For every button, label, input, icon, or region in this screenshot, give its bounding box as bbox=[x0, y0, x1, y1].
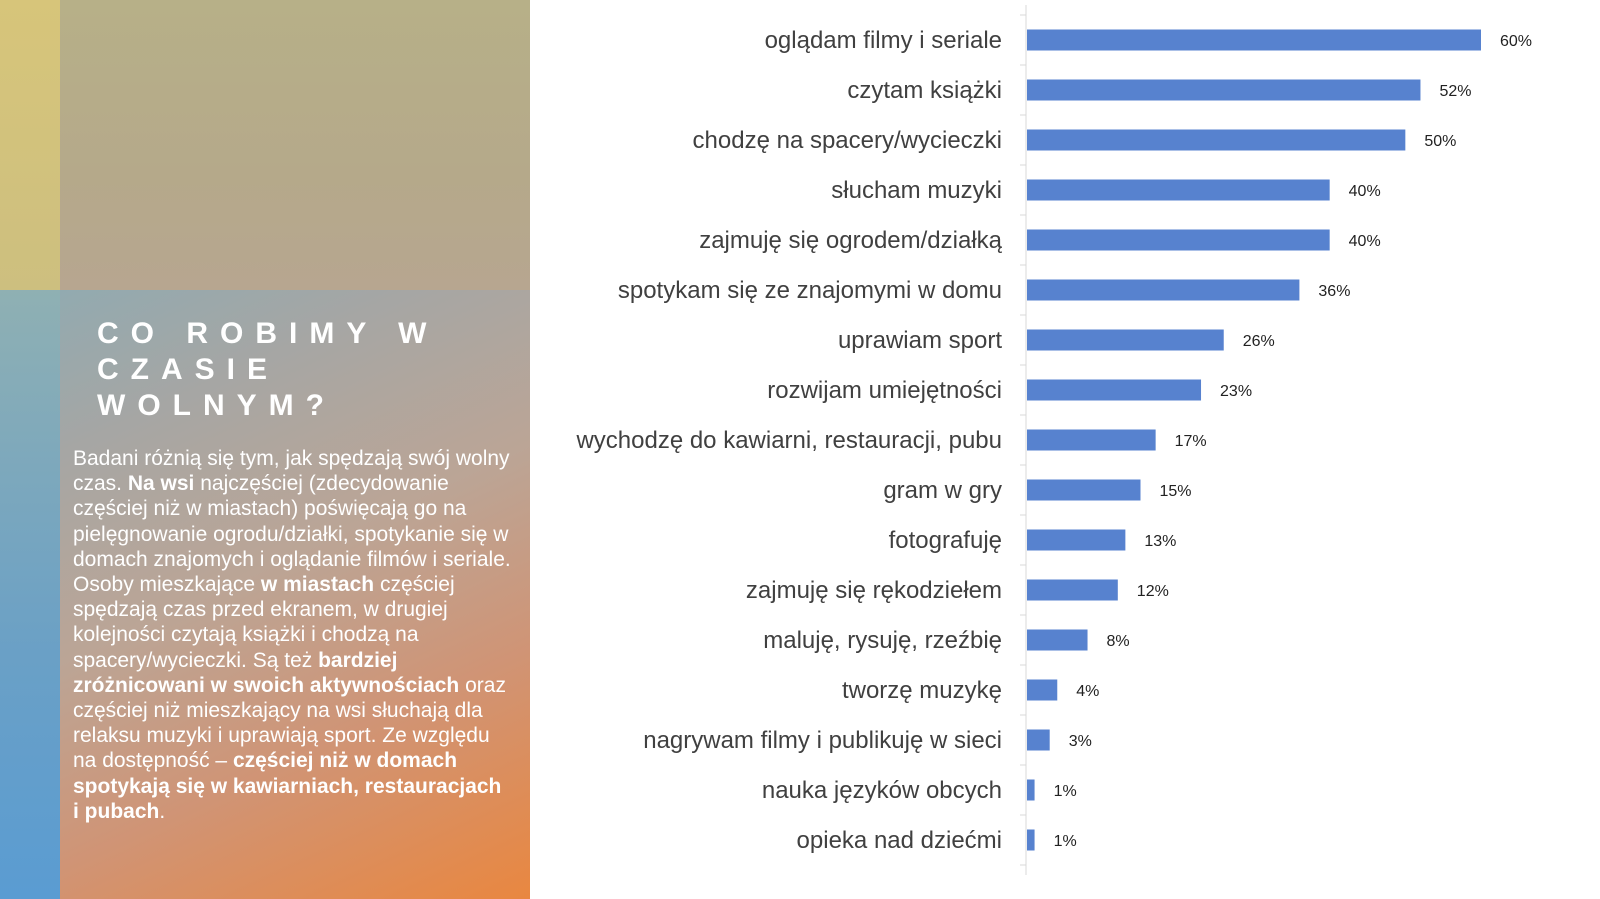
category-label: rozwijam umiejętności bbox=[767, 377, 1002, 404]
value-label: 12% bbox=[1137, 583, 1169, 600]
body-text-emphasis: bardziej zróżnicowani w swoich aktywnośc… bbox=[73, 648, 460, 697]
body-text-emphasis: częściej niż w domach spotykają się w ka… bbox=[73, 749, 502, 823]
value-label: 13% bbox=[1144, 533, 1176, 550]
value-label: 52% bbox=[1439, 83, 1471, 100]
bar bbox=[1027, 79, 1421, 101]
bar bbox=[1027, 679, 1058, 701]
bar bbox=[1027, 179, 1330, 201]
value-label: 60% bbox=[1500, 33, 1532, 50]
value-label: 40% bbox=[1349, 233, 1381, 250]
category-label: nauka języków obcych bbox=[762, 777, 1002, 804]
body-text-emphasis: Na wsi bbox=[127, 472, 195, 496]
value-label: 3% bbox=[1069, 733, 1092, 750]
bar bbox=[1027, 779, 1035, 801]
decor-strip-top bbox=[0, 0, 60, 290]
bar bbox=[1027, 829, 1035, 851]
value-label: 23% bbox=[1220, 383, 1252, 400]
decor-band-bottom bbox=[60, 290, 530, 899]
category-label: czytam książki bbox=[847, 77, 1002, 104]
body-text-run: Badani różnią się tym, jak spędzają swój… bbox=[73, 447, 510, 496]
bar-chart: oglądam filmy i seriale 60% czytam książki… bbox=[575, 5, 1532, 875]
body-text-run: oraz częściej niż mieszkający na wsi słu… bbox=[73, 673, 506, 773]
value-label: 26% bbox=[1243, 333, 1275, 350]
category-label: wychodzę do kawiarni, restauracji, pubu bbox=[575, 427, 1002, 454]
body-text-run: najczęściej (zdecydowanie częściej niż w… bbox=[73, 472, 511, 597]
value-label: 50% bbox=[1424, 133, 1456, 150]
bar bbox=[1027, 529, 1126, 551]
category-label: maluję, rysuję, rzeźbię bbox=[763, 627, 1002, 654]
bar bbox=[1027, 629, 1088, 651]
panel-title: CO ROBIMY W CZASIE WOLNYM? bbox=[97, 317, 439, 422]
panel-body-text: Badani różnią się tym, jak spędzają swój… bbox=[73, 446, 513, 824]
category-label: oglądam filmy i seriale bbox=[765, 27, 1002, 54]
value-label: 8% bbox=[1107, 633, 1130, 650]
bar bbox=[1027, 729, 1050, 751]
value-label: 15% bbox=[1160, 483, 1192, 500]
value-label: 1% bbox=[1054, 783, 1077, 800]
bar bbox=[1027, 279, 1300, 301]
bar bbox=[1027, 429, 1156, 451]
category-label: nagrywam filmy i publikuję w sieci bbox=[643, 727, 1002, 754]
category-label: zajmuję się ogrodem/działką bbox=[699, 227, 1002, 254]
category-label: fotografuję bbox=[889, 527, 1002, 554]
value-label: 1% bbox=[1054, 833, 1077, 850]
bar bbox=[1027, 379, 1202, 401]
value-label: 4% bbox=[1076, 683, 1099, 700]
bar bbox=[1027, 579, 1118, 601]
category-label: tworzę muzykę bbox=[842, 677, 1002, 704]
value-label: 40% bbox=[1349, 183, 1381, 200]
bar bbox=[1027, 329, 1224, 351]
category-label: słucham muzyki bbox=[831, 177, 1002, 204]
bar bbox=[1027, 229, 1330, 251]
body-text-emphasis: w miastach bbox=[260, 573, 375, 597]
bar bbox=[1027, 479, 1141, 501]
body-text-run: częściej spędzają czas przed ekranem, w … bbox=[73, 573, 455, 672]
category-label: uprawiam sport bbox=[838, 327, 1002, 354]
decor-band-top bbox=[60, 0, 530, 290]
category-label: gram w gry bbox=[883, 477, 1002, 504]
left-panel: CO ROBIMY W CZASIE WOLNYM? Badani różnią… bbox=[0, 0, 530, 899]
category-label: chodzę na spacery/wycieczki bbox=[693, 127, 1002, 154]
value-label: 36% bbox=[1318, 283, 1350, 300]
bar bbox=[1027, 129, 1406, 151]
body-text-run: . bbox=[159, 799, 166, 823]
bar bbox=[1027, 29, 1481, 51]
category-label: spotykam się ze znajomymi w domu bbox=[618, 277, 1002, 304]
category-label: zajmuję się rękodziełem bbox=[746, 577, 1002, 604]
value-label: 17% bbox=[1175, 433, 1207, 450]
category-label: opieka nad dziećmi bbox=[797, 827, 1002, 854]
decor-strip-bottom bbox=[0, 290, 60, 899]
